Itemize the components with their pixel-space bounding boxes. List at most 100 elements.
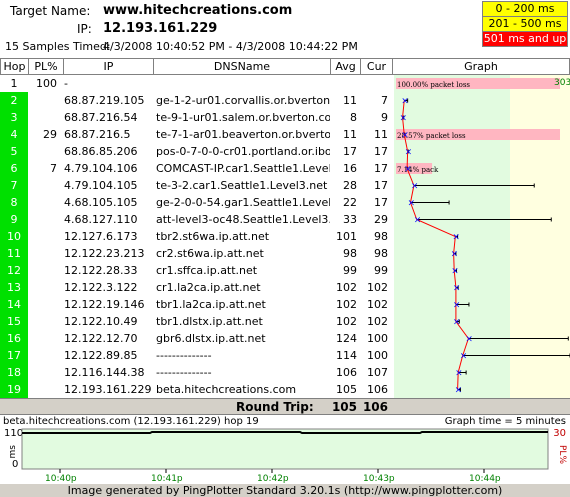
hop-dnsname: ge-1-2-ur01.corvallis.or.bverton.com (156, 94, 330, 107)
samples-value: 4/3/2008 10:40:52 PM - 4/3/2008 10:44:22… (103, 40, 358, 53)
hop-row[interactable]: 7 4.79.104.105 te-3-2.car1.Seattle1.Level3… (0, 177, 570, 194)
hop-row[interactable]: 2 68.87.219.105 ge-1-2-ur01.corvallis.or.b… (0, 92, 570, 109)
hop-avg: 22 (343, 196, 357, 209)
hop-row[interactable]: 9 4.68.127.110 att-level3-oc48.Seattle1.Le… (0, 211, 570, 228)
hop-row[interactable]: 19 12.193.161.229 beta.hitechcreations.com… (0, 381, 570, 398)
legend-501-up: 501 ms and up (482, 31, 568, 47)
hop-dnsname: te-3-2.car1.Seattle1.Level3.net (156, 179, 328, 192)
hop-avg: 8 (350, 111, 357, 124)
column-headers: Hop PL% IP DNSName Avg Cur Graph (0, 58, 570, 75)
hop-dnsname: cr1.sffca.ip.att.net (156, 264, 258, 277)
packet-loss (29, 262, 63, 279)
hop-cur: 106 (367, 383, 388, 396)
packet-loss-bar (396, 163, 433, 174)
packet-loss (29, 347, 63, 364)
hop-ip: 68.86.85.206 (64, 145, 138, 158)
avg-latency-point: × (451, 267, 459, 277)
hop-cur: 29 (374, 213, 388, 226)
graph-time-label[interactable]: Graph time = 5 minutes (444, 416, 566, 427)
hop-ip: 68.87.216.5 (64, 128, 131, 141)
hop-ip: 12.122.3.122 (64, 281, 138, 294)
col-pl[interactable]: PL% (28, 58, 64, 75)
hop-row[interactable]: 6 7 4.79.104.106 COMCAST-IP.car1.Seattle1.L… (0, 160, 570, 177)
avg-latency-point: × (465, 335, 473, 345)
time-graph-panel: beta.hitechcreations.com (12.193.161.229… (0, 414, 570, 484)
x-tick-label: 10:40p (45, 474, 77, 484)
hop-row[interactable]: 1 100- (0, 75, 570, 92)
hop-row[interactable]: 13 12.122.3.122 cr1.la2ca.ip.att.net 102 102 (0, 279, 570, 296)
graph-max-label: 303 (554, 78, 570, 88)
col-dnsname[interactable]: DNSName (153, 58, 331, 75)
hop-avg: 106 (336, 366, 357, 379)
col-hop[interactable]: Hop (0, 58, 29, 75)
avg-latency-point: × (452, 233, 460, 243)
hop-ip: 12.127.6.173 (64, 230, 138, 243)
legend-201-500: 201 - 500 ms (482, 16, 568, 32)
hop-row[interactable]: 12 12.122.28.33 cr1.sffca.ip.att.net 99 99 (0, 262, 570, 279)
avg-latency-point: × (405, 148, 413, 158)
hop-row[interactable]: 11 12.122.23.213 cr2.st6wa.ip.att.net 98 98 (0, 245, 570, 262)
avg-latency-point: × (453, 301, 461, 311)
hop-row[interactable]: 10 12.127.6.173 tbr2.st6wa.ip.att.net 101 98 (0, 228, 570, 245)
col-cur[interactable]: Cur (360, 58, 393, 75)
hop-dnsname: cr2.st6wa.ip.att.net (156, 247, 264, 260)
time-graph-title: beta.hitechcreations.com (12.193.161.229… (3, 416, 259, 427)
hop-row[interactable]: 16 12.122.12.70 gbr6.dlstx.ip.att.net 124 10… (0, 330, 570, 347)
hop-row[interactable]: 4 29 68.87.216.5 te-7-1-ar01.beaverton.or.b… (0, 126, 570, 143)
hop-ip: 68.87.216.54 (64, 111, 138, 124)
col-ip[interactable]: IP (63, 58, 154, 75)
target-name-label: Target Name: (10, 4, 91, 18)
hop-avg: 124 (336, 332, 357, 345)
hop-avg: 11 (343, 94, 357, 107)
time-graph: 10:40p 10:41p 10:42p 10:43p 10:44p (21, 428, 549, 484)
hop-number: 2 (0, 92, 28, 109)
hop-ip: 4.68.105.105 (64, 196, 138, 209)
packet-loss (29, 228, 63, 245)
x-tick-label: 10:44p (469, 474, 501, 484)
hop-avg: 102 (336, 315, 357, 328)
avg-latency-point: × (451, 250, 459, 260)
hop-dnsname: gbr6.dlstx.ip.att.net (156, 332, 266, 345)
packet-loss-label: 100.00% packet loss (397, 81, 470, 89)
hop-cur: 17 (374, 196, 388, 209)
avg-latency-point: × (453, 284, 461, 294)
zone-green (394, 75, 510, 398)
hop-row[interactable]: 17 12.122.89.85 -------------- 114 100 (0, 347, 570, 364)
hop-ip: 12.122.28.33 (64, 264, 138, 277)
hop-row[interactable]: 14 12.122.19.146 tbr1.la2ca.ip.att.net 102 1… (0, 296, 570, 313)
hop-row[interactable]: 5 68.86.85.206 pos-0-7-0-0-cr01.portland.o… (0, 143, 570, 160)
hop-avg: 16 (343, 162, 357, 175)
hop-number: 13 (0, 279, 28, 296)
hop-row[interactable]: 8 4.68.105.105 ge-2-0-0-54.gar1.Seattle1.L… (0, 194, 570, 211)
hop-number: 11 (0, 245, 28, 262)
y-max-label: 110 (4, 428, 24, 439)
hop-number: 16 (0, 330, 28, 347)
hop-dnsname: att-level3-oc48.Seattle1.Level3.net (156, 213, 330, 226)
hop-row[interactable]: 3 68.87.216.54 te-9-1-ur01.salem.or.bverto… (0, 109, 570, 126)
hop-cur: 99 (374, 264, 388, 277)
hop-row[interactable]: 18 12.116.144.38 -------------- 106 107 (0, 364, 570, 381)
packet-loss (29, 143, 63, 160)
hop-cur: 98 (374, 230, 388, 243)
hop-cur: 102 (367, 281, 388, 294)
hop-dnsname: te-7-1-ar01.beaverton.or.bverton.c (156, 128, 330, 141)
col-avg[interactable]: Avg (330, 58, 361, 75)
x-tick-label: 10:42p (257, 474, 289, 484)
packet-loss (29, 92, 63, 109)
hop-cur: 7 (381, 94, 388, 107)
hop-dnsname: tbr1.la2ca.ip.att.net (156, 298, 266, 311)
avg-latency-point: × (407, 199, 415, 209)
col-graph[interactable]: Graph (392, 58, 570, 75)
hop-avg: 11 (343, 128, 357, 141)
packet-loss: 7 (50, 162, 57, 175)
ip-value: 12.193.161.229 (103, 21, 218, 36)
hop-dnsname: te-9-1-ur01.salem.or.bverton.comc (156, 111, 330, 124)
hop-row[interactable]: 15 12.122.10.49 tbr1.dlstx.ip.att.net 102 10… (0, 313, 570, 330)
packet-loss-label: 7.14% pack (397, 166, 439, 174)
hop-avg: 98 (343, 247, 357, 260)
hop-number: 3 (0, 109, 28, 126)
hop-ip: 4.79.104.106 (64, 162, 138, 175)
packet-loss (29, 279, 63, 296)
hop-dnsname: -------------- (156, 366, 212, 379)
packet-loss (29, 296, 63, 313)
